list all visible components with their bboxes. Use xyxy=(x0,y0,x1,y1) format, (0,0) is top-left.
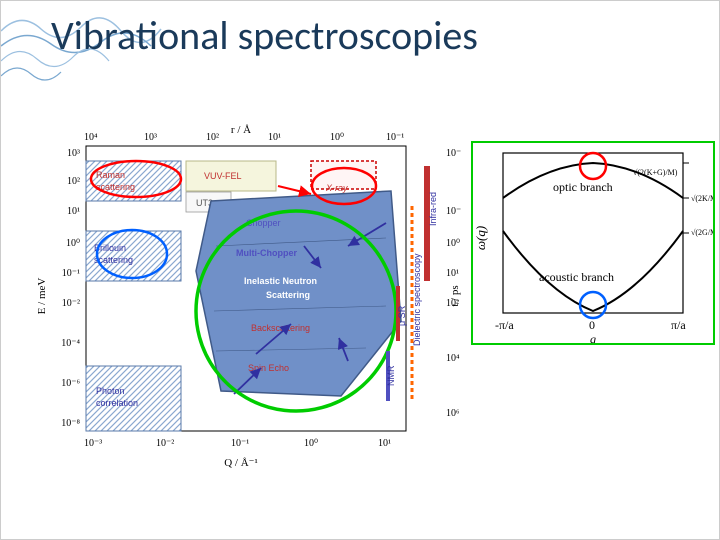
xtick-b-2: 10⁻¹ xyxy=(231,438,249,449)
region-vuv: VUV-FEL xyxy=(204,171,242,181)
xtick-t-5: 10⁻¹ xyxy=(386,132,404,143)
label-dielectric: Dielectric spectroscopy xyxy=(412,253,422,346)
region-xray: X-ray xyxy=(325,183,348,193)
acoustic-label: acoustic branch xyxy=(539,270,614,284)
xlabel-bottom: Q / Å⁻¹ xyxy=(224,457,258,469)
region-ins-1: Inelastic Neutron xyxy=(244,276,317,286)
ylabel-right: t / ps xyxy=(449,285,461,306)
ytick-r-3: 10¹ xyxy=(446,268,459,279)
right-chart: optic branch acoustic branch √(2(K+G)/M)… xyxy=(471,141,715,345)
ytick-r-1: 10⁻¹ xyxy=(446,206,461,217)
rt-xtick-1: 0 xyxy=(589,318,595,332)
ytick-l-3: 10⁻² xyxy=(62,298,80,309)
xtick-t-1: 10³ xyxy=(144,132,157,143)
ytick-l-0: 10⁻⁸ xyxy=(61,418,80,429)
xtick-b-3: 10⁰ xyxy=(304,438,318,449)
label-musr: μ SR xyxy=(397,305,407,326)
xtick-t-0: 10⁴ xyxy=(84,132,98,143)
ytick-r-6: 10⁶ xyxy=(446,408,460,419)
xtick-t-4: 10⁰ xyxy=(330,132,344,143)
ytick-l-8: 10³ xyxy=(67,148,80,159)
region-multichopper: Multi-Chopper xyxy=(236,248,297,258)
arrow-1 xyxy=(278,186,311,194)
ytick-l-1: 10⁻⁶ xyxy=(61,378,80,389)
rt-xtick-0: -π/a xyxy=(495,318,514,332)
ylabel-left: E / meV xyxy=(36,278,48,315)
slide-title: Vibrational spectroscopies xyxy=(51,11,478,60)
ytick-l-6: 10¹ xyxy=(67,206,80,217)
xlabel-top: r / Å xyxy=(231,124,251,136)
left-chart: Raman scattering VUV-FEL UT3 X-ray Brill… xyxy=(31,121,461,471)
xtick-t-3: 10¹ xyxy=(268,132,281,143)
ytick-r-0: 10⁻³ xyxy=(446,148,461,159)
region-photon-2: correlation xyxy=(96,398,138,408)
region-raman: Raman xyxy=(96,170,125,180)
ytick-l-5: 10⁰ xyxy=(66,238,80,249)
ytick-r-5: 10⁴ xyxy=(446,353,460,364)
rt-xtick-2: π/a xyxy=(671,318,686,332)
slide: Vibrational spectroscopies Raman scatter… xyxy=(0,0,720,540)
xtick-b-4: 10¹ xyxy=(378,438,391,449)
ytick-l-7: 10² xyxy=(67,176,80,187)
region-ins-2: Scattering xyxy=(266,290,310,300)
region-photon-1: Photon xyxy=(96,386,125,396)
ytick-r-2: 10⁰ xyxy=(446,238,460,249)
rt-xlabel: q xyxy=(590,332,596,343)
right-chart-svg: optic branch acoustic branch √(2(K+G)/M)… xyxy=(473,143,713,343)
ytick-l-4: 10⁻¹ xyxy=(62,268,80,279)
left-chart-svg: Raman scattering VUV-FEL UT3 X-ray Brill… xyxy=(31,121,461,471)
ytick-l-2: 10⁻⁴ xyxy=(61,338,80,349)
optic-label: optic branch xyxy=(553,180,613,194)
rt-ytick-2: √(2G/M) xyxy=(691,228,713,237)
region-backscattering: Backscattering xyxy=(251,323,310,333)
region-spinecho: Spin Echo xyxy=(248,363,289,373)
rt-ylabel: ω(q) xyxy=(473,226,488,250)
xtick-b-1: 10⁻² xyxy=(156,438,174,449)
rt-ytick-1: √(2(K+G)/M) xyxy=(633,168,678,177)
label-nmr: NMR xyxy=(386,365,396,386)
label-ir: Infra-red xyxy=(428,192,438,226)
xtick-t-2: 10² xyxy=(206,132,219,143)
xtick-b-0: 10⁻³ xyxy=(84,438,102,449)
rt-ytick-0: √(2K/M) xyxy=(691,194,713,203)
